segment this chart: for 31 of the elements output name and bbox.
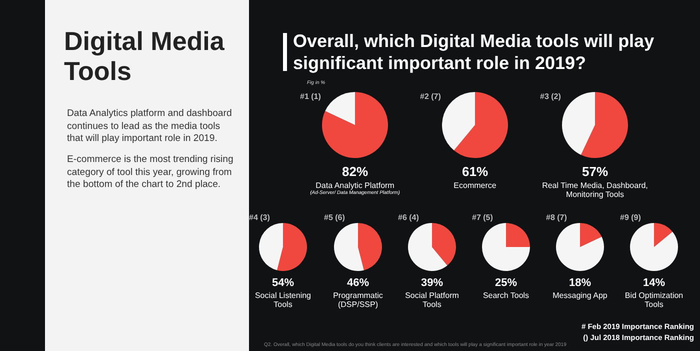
text: Digital Media Tools	[64, 26, 226, 86]
text: Real Time Media, Dashboard, Monitoring Tools	[541, 181, 649, 199]
chart-title: #5 (6)	[324, 213, 345, 222]
text: Data Analytics platform and dashboard continues to lead as the media tools that will play important role in 2019.	[67, 108, 233, 146]
text: Social Listening Tools	[254, 291, 312, 309]
text: 39%	[420, 277, 444, 289]
chart-title: #6 (4)	[398, 213, 419, 222]
text: Programmatic (DSP/SSP)	[332, 291, 384, 309]
text: Ecommerce	[452, 181, 498, 190]
text: 18%	[568, 277, 592, 289]
chart-title: #2 (7)	[420, 92, 441, 101]
text: Bid Optimization Tools	[624, 291, 684, 309]
text: 14%	[642, 277, 666, 289]
text: Messaging App	[552, 291, 608, 300]
text: 25%	[494, 277, 518, 289]
text: E-commerce is the most trending rising category of tool this year, growing from the bottom of the chart to 2nd place.	[67, 154, 234, 192]
chart-title: #9 (9)	[620, 213, 641, 222]
text: Social Platform Tools	[404, 291, 460, 309]
chart-title: #7 (5)	[472, 213, 493, 222]
text: 57%	[580, 164, 610, 179]
text: 82%	[340, 164, 370, 179]
chart-title: #1 (1)	[300, 92, 321, 101]
text: Data Analytic Platform	[314, 181, 396, 190]
text: 46%	[346, 277, 370, 289]
text: 54%	[270, 277, 296, 289]
chart-title: #4 (3)	[249, 213, 270, 222]
text: Search Tools	[482, 291, 530, 300]
text: 61%	[460, 164, 490, 179]
text: Overall, which Digital Media tools will play significant important role in 2019?	[293, 30, 656, 74]
chart-title: #8 (7)	[546, 213, 567, 222]
chart-title: #3 (2)	[540, 92, 561, 101]
